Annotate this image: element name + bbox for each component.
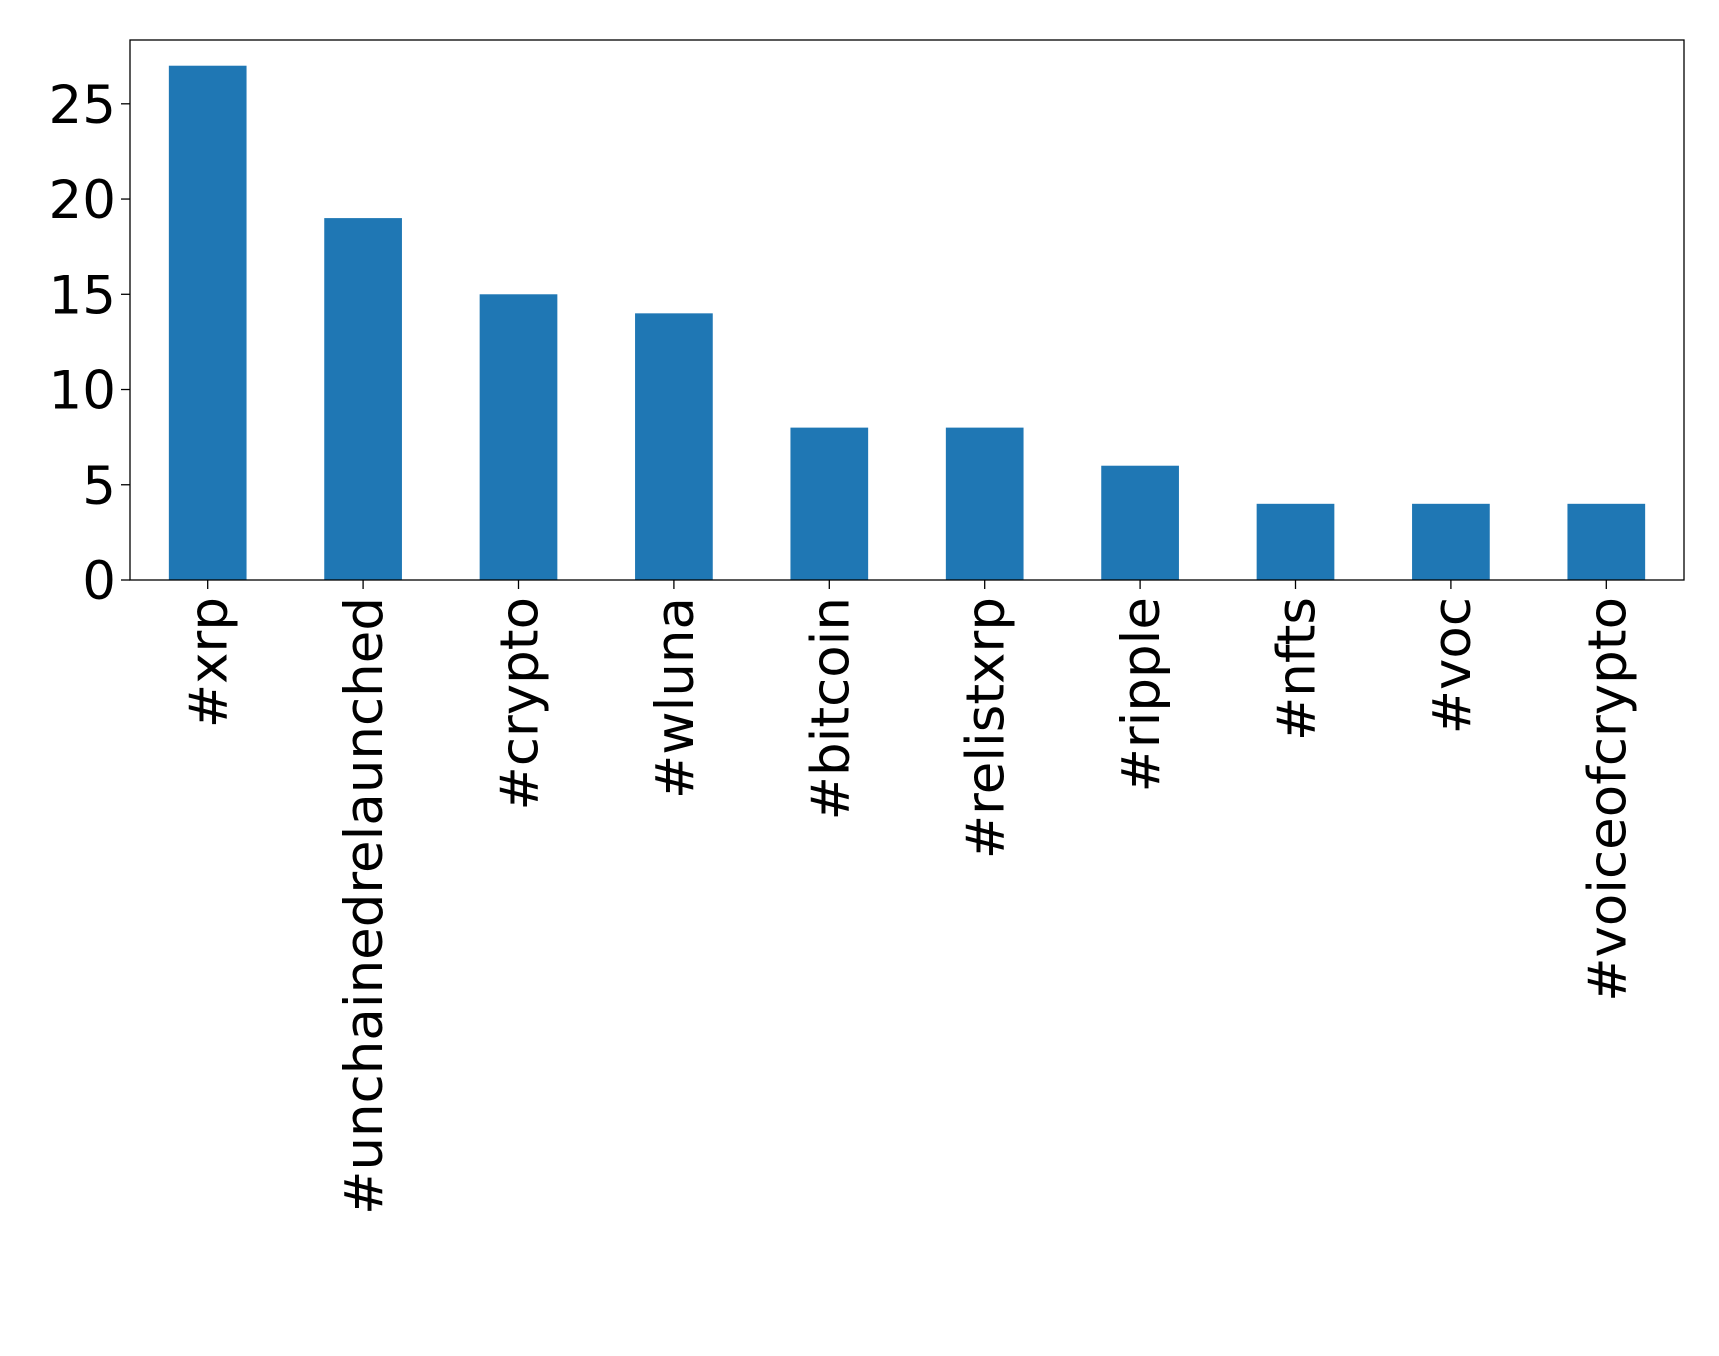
y-tick-label: 5 — [82, 456, 116, 517]
bar — [1567, 503, 1646, 580]
bar — [635, 313, 713, 580]
bar — [168, 65, 247, 580]
bar — [479, 294, 558, 580]
x-tick-label: #voc — [1422, 597, 1483, 734]
bar — [790, 427, 869, 580]
x-tick-label: #wluna — [645, 597, 706, 799]
bar — [1412, 503, 1490, 580]
bar — [945, 427, 1024, 580]
plot-frame — [129, 39, 1685, 581]
x-tick-label: #voiceofcrypto — [1577, 597, 1638, 1002]
x-tick-label: #bitcoin — [800, 597, 861, 820]
x-tick-label: #xrp — [179, 597, 240, 728]
y-tick-label: 25 — [49, 75, 116, 136]
bar — [1101, 465, 1179, 580]
x-tick-label: #unchainedrelaunched — [334, 597, 395, 1215]
x-tick-label: #relistxrp — [956, 597, 1017, 859]
y-tick-label: 15 — [49, 265, 116, 326]
y-tick-label: 20 — [49, 170, 116, 231]
y-tick-label: 0 — [82, 551, 116, 612]
x-tick-label: #nfts — [1267, 597, 1328, 741]
x-tick-label: #crypto — [490, 597, 551, 811]
bar — [1256, 503, 1335, 580]
x-tick-label: #ripple — [1111, 597, 1172, 793]
bar — [324, 218, 402, 580]
y-tick-label: 10 — [49, 361, 116, 422]
